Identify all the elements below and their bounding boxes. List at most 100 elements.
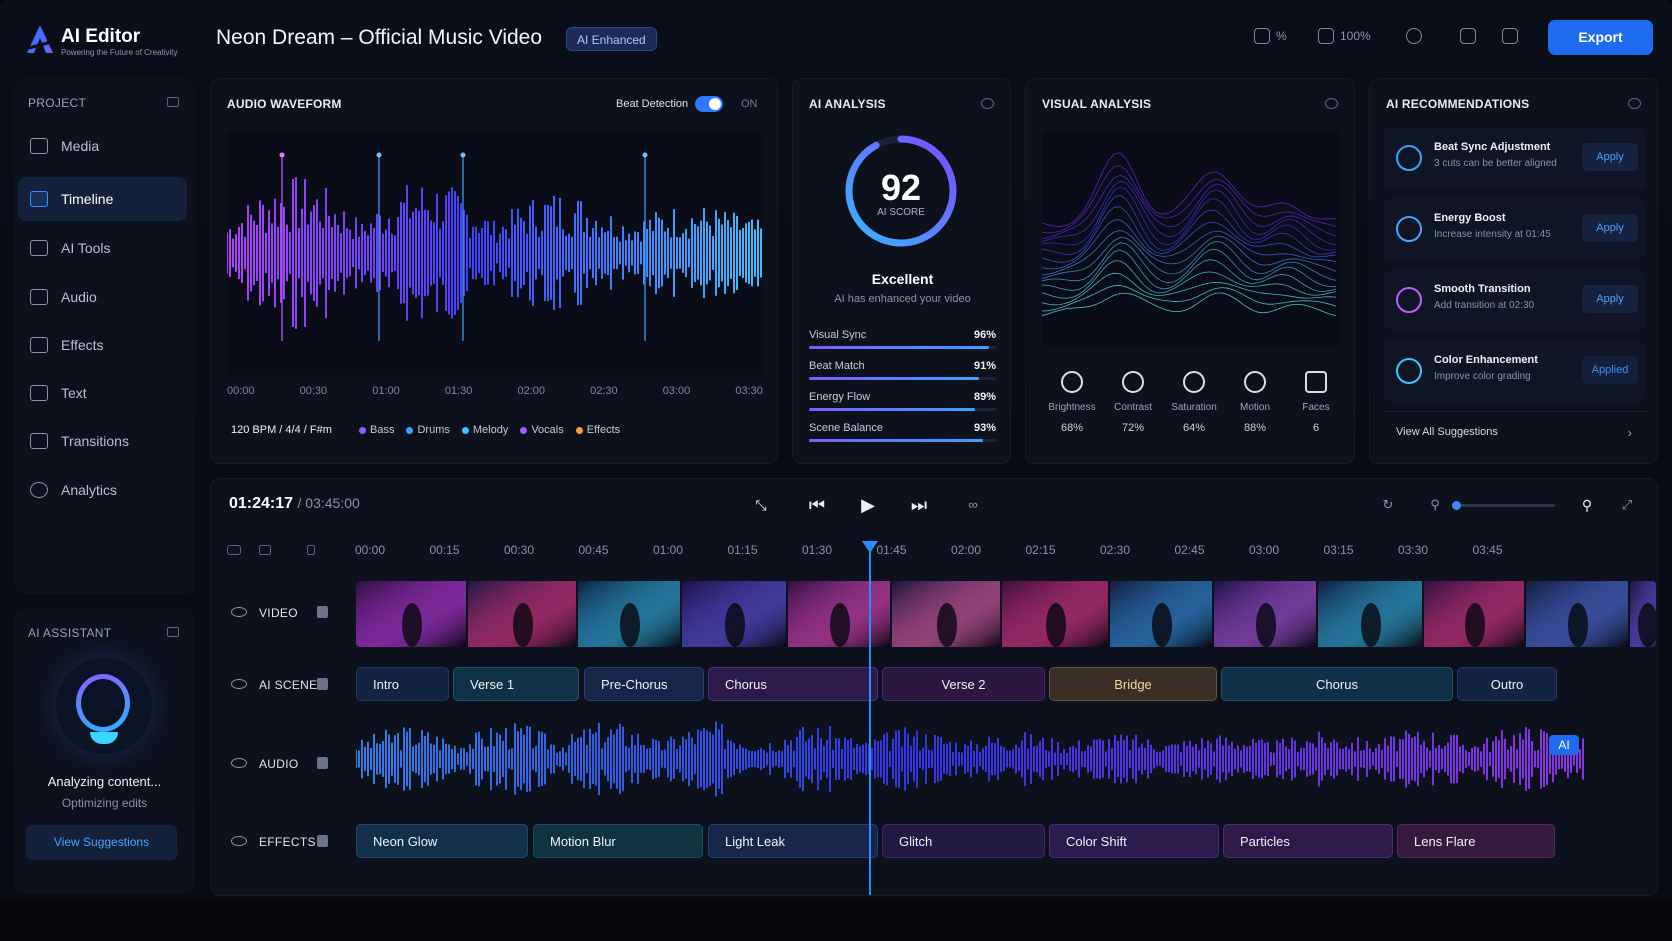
effect-clip-light-leak[interactable]: Light Leak	[708, 824, 878, 858]
skip-forward-button[interactable]: ⏭	[910, 495, 928, 515]
lock-icon[interactable]	[317, 757, 328, 769]
rotate-button[interactable]: ↻	[1382, 497, 1394, 512]
editor-window: AI Editor Powering the Future of Creativ…	[0, 0, 1672, 900]
effect-clip-motion-blur[interactable]: Motion Blur	[533, 824, 703, 858]
sidebar-item-audio[interactable]: Audio	[18, 275, 187, 319]
settings-icon	[1460, 28, 1476, 44]
beat-detection-state: ON	[741, 98, 758, 110]
enhance-control[interactable]: %	[1254, 28, 1287, 44]
undo-button[interactable]	[1406, 28, 1422, 44]
share-button[interactable]	[1502, 28, 1518, 44]
speaker-icon	[30, 289, 48, 305]
waveform-display[interactable]	[227, 131, 763, 375]
video-thumbnail[interactable]	[788, 581, 890, 647]
lock-icon[interactable]	[317, 678, 328, 690]
video-thumbnail[interactable]	[1630, 581, 1656, 647]
assistant-menu-icon[interactable]	[167, 627, 179, 637]
settings-button[interactable]	[1460, 28, 1476, 44]
eye-icon[interactable]	[231, 607, 247, 617]
export-button[interactable]: Export	[1548, 20, 1653, 55]
audio-track[interactable]	[355, 717, 1586, 801]
video-thumbnail[interactable]	[892, 581, 1000, 647]
beat-detection-toggle[interactable]	[695, 96, 723, 112]
legend-melody: Melody	[461, 424, 508, 436]
link-button[interactable]: ∞	[968, 497, 978, 512]
video-thumbnail[interactable]	[682, 581, 786, 647]
scene-clip-chorus-2[interactable]: Chorus	[1221, 667, 1453, 701]
sidebar-item-analytics[interactable]: Analytics	[18, 468, 187, 512]
collapse-icon[interactable]	[167, 97, 179, 107]
scene-clip-intro[interactable]: Intro	[356, 667, 449, 701]
waveform-time-axis: 00:00 00:30 01:00 01:30 02:00 02:30 03:0…	[227, 385, 763, 397]
mesh-line	[1042, 186, 1337, 251]
ruler-tick: 03:00	[1249, 543, 1280, 557]
zoom-in-icon[interactable]: ⚲	[1581, 497, 1593, 513]
zoom-control[interactable]: 100%	[1318, 28, 1371, 44]
project-sidebar: PROJECT Media Timeline AI Tools Audio Ef…	[14, 78, 195, 594]
sidebar-item-text[interactable]: Text	[18, 371, 187, 415]
effect-clip-neon-glow[interactable]: Neon Glow	[356, 824, 528, 858]
expand-icon[interactable]	[981, 98, 994, 109]
chevron-right-icon: ›	[1627, 425, 1632, 440]
metric-scene-balance: Scene Balance 93%	[809, 422, 996, 448]
time-label: 02:00	[517, 385, 546, 397]
skip-back-button[interactable]: ⏮	[808, 495, 826, 515]
video-thumbnail[interactable]	[356, 581, 466, 647]
apply-button[interactable]: Apply	[1582, 285, 1638, 313]
lock-icon[interactable]	[317, 835, 328, 847]
scene-clip-verse-2[interactable]: Verse 2	[882, 667, 1045, 701]
sidebar-item-transitions[interactable]: Transitions	[18, 419, 187, 463]
play-button[interactable]: ▶	[861, 495, 875, 515]
sidebar-item-effects[interactable]: Effects	[18, 323, 187, 367]
video-thumbnail[interactable]	[1424, 581, 1524, 647]
refresh-icon[interactable]	[1628, 98, 1641, 109]
stat-motion: Motion 88%	[1225, 371, 1285, 434]
zoom-out-icon[interactable]: ⚲	[1430, 497, 1440, 512]
scene-clip-pre-chorus[interactable]: Pre-Chorus	[584, 667, 704, 701]
mesh-line	[1042, 229, 1337, 276]
eye-icon[interactable]	[231, 679, 247, 689]
effect-clip-lens-flare[interactable]: Lens Flare	[1397, 824, 1555, 858]
beat-marker-dot	[642, 152, 648, 158]
effect-clip-glitch[interactable]: Glitch	[882, 824, 1045, 858]
video-thumbnail[interactable]	[468, 581, 576, 647]
video-thumbnail[interactable]	[1214, 581, 1316, 647]
link-tracks-icon[interactable]	[227, 545, 241, 555]
loop-button[interactable]: ⤡	[755, 497, 767, 513]
effect-clip-particles[interactable]: Particles	[1223, 824, 1393, 858]
sidebar-item-label: Timeline	[61, 191, 114, 207]
marker-icon[interactable]	[307, 545, 315, 555]
metric-visual-sync: Visual Sync 96%	[809, 329, 996, 355]
video-thumbnail[interactable]	[1002, 581, 1108, 647]
video-thumbnail[interactable]	[1526, 581, 1628, 647]
scene-clip-bridge[interactable]: Bridge	[1049, 667, 1217, 701]
applied-button[interactable]: Applied	[1582, 356, 1638, 384]
sidebar-item-ai-tools[interactable]: AI Tools	[18, 226, 187, 270]
scene-clip-outro[interactable]: Outro	[1457, 667, 1557, 701]
scene-clip-chorus[interactable]: Chorus	[708, 667, 878, 701]
playhead[interactable]	[869, 543, 871, 895]
contrast-icon	[1122, 371, 1144, 393]
folder-icon[interactable]	[259, 545, 271, 555]
video-track[interactable]	[356, 581, 1656, 647]
effect-clip-color-shift[interactable]: Color Shift	[1049, 824, 1219, 858]
view-suggestions-button[interactable]: View Suggestions	[26, 825, 177, 860]
view-all-suggestions[interactable]: View All Suggestions ›	[1384, 411, 1646, 451]
refresh-icon[interactable]	[1325, 98, 1338, 109]
apply-button[interactable]: Apply	[1582, 143, 1638, 171]
timeline-ruler[interactable]: 00:00 00:15 00:30 00:45 01:00 01:15 01:30 01:45…	[355, 543, 1656, 563]
lock-icon[interactable]	[317, 606, 328, 618]
time-label: 03:00	[662, 385, 691, 397]
video-thumbnail[interactable]	[1110, 581, 1212, 647]
sidebar-item-media[interactable]: Media	[18, 124, 187, 168]
eye-icon[interactable]	[231, 758, 247, 768]
sidebar-item-timeline[interactable]: Timeline	[18, 177, 187, 221]
video-thumbnail[interactable]	[1318, 581, 1422, 647]
zoom-slider[interactable]	[1452, 501, 1555, 510]
scene-clip-verse-1[interactable]: Verse 1	[453, 667, 579, 701]
fit-icon[interactable]: ⤢	[1621, 497, 1633, 512]
video-thumbnail[interactable]	[578, 581, 680, 647]
eye-icon[interactable]	[231, 836, 247, 846]
apply-button[interactable]: Apply	[1582, 214, 1638, 242]
mesh-line	[1042, 237, 1337, 281]
